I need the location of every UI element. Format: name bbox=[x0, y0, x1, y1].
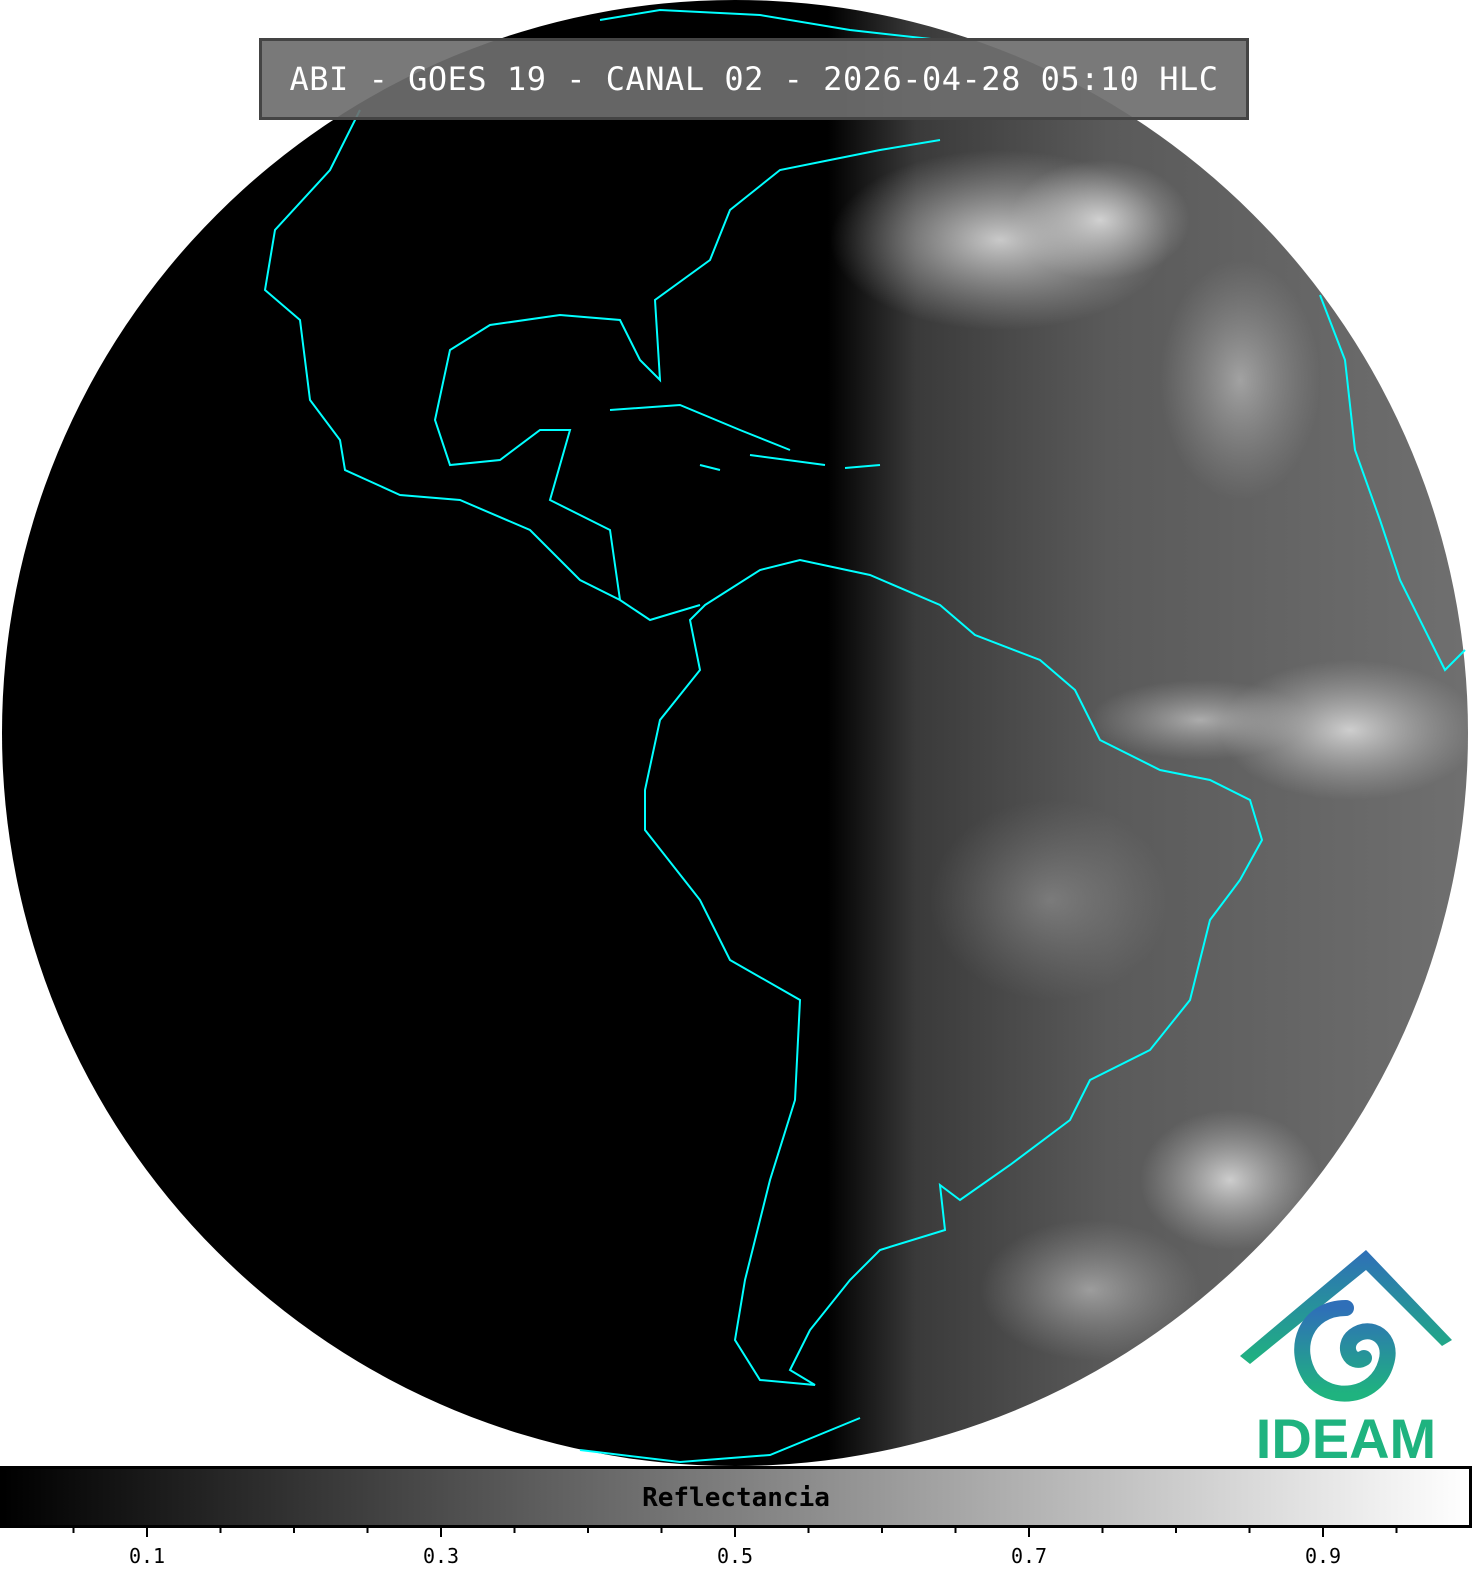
coastline-antarctica bbox=[579, 1417, 861, 1464]
colorbar-label: Reflectancia bbox=[642, 1483, 830, 1513]
tick-label: 0.3 bbox=[423, 1544, 459, 1568]
colorbar-axis: 0.1 0.3 0.5 0.7 0.9 bbox=[72, 1525, 1398, 1568]
coastline-caribbean bbox=[609, 403, 881, 471]
tick-label: 0.7 bbox=[1011, 1544, 1047, 1568]
coastline-north-central-america bbox=[263, 109, 941, 622]
ideam-logo-icon bbox=[1240, 1250, 1452, 1402]
satellite-full-disk-image bbox=[2, 0, 1468, 1466]
ideam-logo: IDEAM bbox=[1236, 1248, 1456, 1470]
tick-label: 0.1 bbox=[129, 1544, 165, 1568]
image-title: ABI - GOES 19 - CANAL 02 - 2026-04-28 05… bbox=[259, 38, 1249, 120]
tick-label: 0.5 bbox=[717, 1544, 753, 1568]
ideam-logo-text: IDEAM bbox=[1255, 1407, 1437, 1470]
colorbar: Reflectancia bbox=[0, 1466, 1472, 1528]
coastline-south-america bbox=[644, 558, 1264, 1386]
coastline-africa-europe bbox=[1319, 294, 1466, 672]
coastlines bbox=[263, 8, 1466, 1464]
tick-label: 0.9 bbox=[1305, 1544, 1341, 1568]
coastline-greenland bbox=[599, 8, 941, 41]
